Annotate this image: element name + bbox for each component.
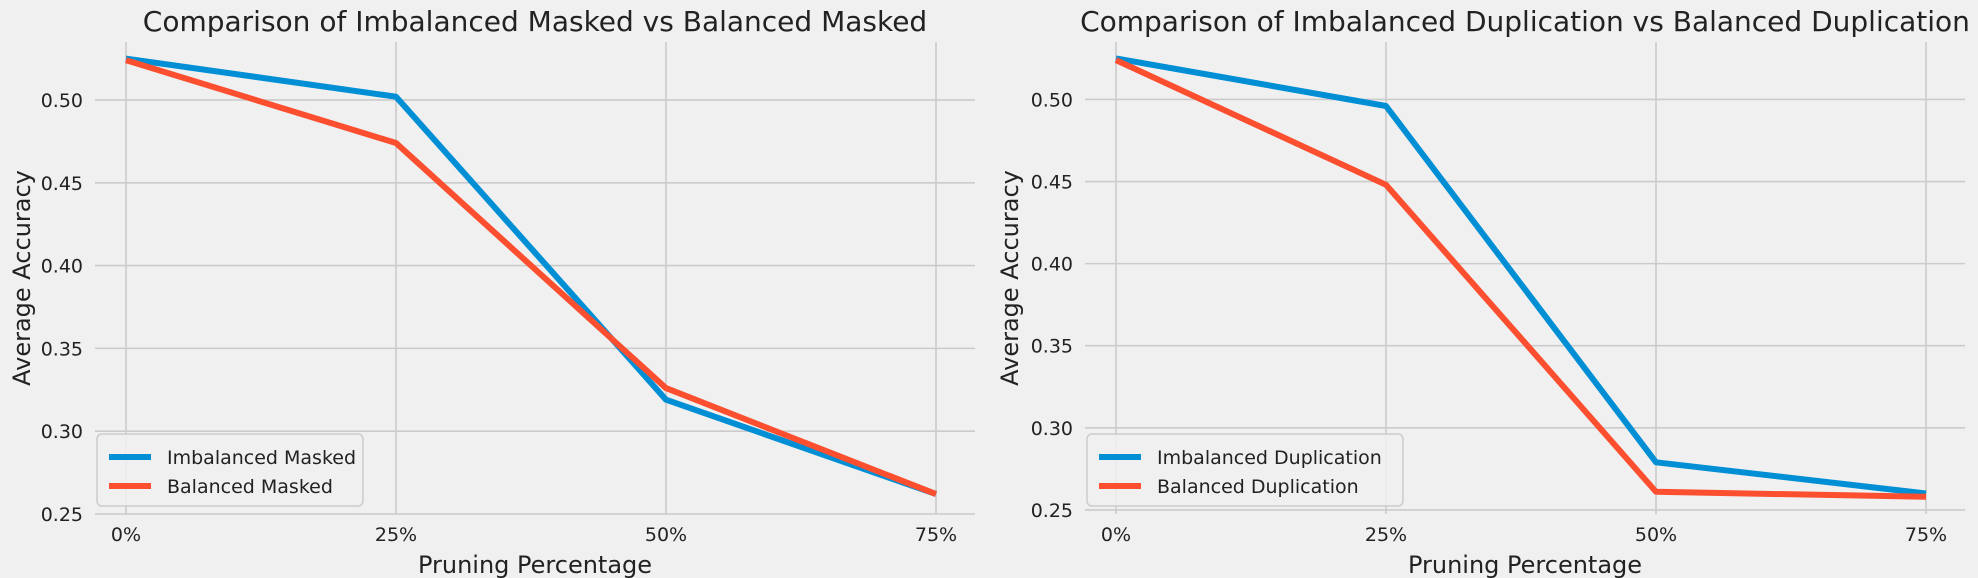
y-tick-label: 0.45: [41, 173, 83, 195]
y-tick-label: 0.40: [1031, 254, 1073, 276]
legend: Imbalanced Duplication Balanced Duplicati…: [1086, 433, 1404, 507]
legend-label-1: Balanced Masked: [167, 476, 333, 498]
x-tick-label: 50%: [645, 524, 687, 546]
chart-panel-masked: 0.25 0.30 0.35 0.40 0.45 0.50 0% 25% 50% 75% Compa…: [8, 5, 975, 578]
legend-box: [96, 433, 364, 507]
x-tick-label: 75%: [915, 524, 957, 546]
y-tick-label: 0.35: [41, 338, 83, 360]
x-tick-label: 50%: [1635, 524, 1677, 546]
series-line-1: [1114, 57, 1927, 500]
legend-label-1: Balanced Duplication: [1157, 476, 1359, 498]
x-axis-label: Pruning Percentage: [1408, 551, 1642, 578]
series-line-0: [1115, 55, 1927, 497]
x-tick-label: 25%: [1365, 524, 1407, 546]
x-tick-label: 0%: [1101, 524, 1131, 546]
chart-panel-duplication: 0.25 0.30 0.35 0.40 0.45 0.50 0% 25% 50% 75% Compa…: [996, 5, 1970, 578]
legend: Imbalanced Masked Balanced Masked: [96, 433, 364, 507]
y-tick-label: 0.45: [1031, 172, 1073, 194]
x-axis-label: Pruning Percentage: [418, 551, 652, 578]
series-line-1: [125, 57, 938, 497]
x-tick-label: 0%: [111, 524, 141, 546]
x-tick-label: 25%: [375, 524, 417, 546]
legend-box: [1086, 433, 1404, 507]
y-axis-label: Average Accuracy: [8, 170, 36, 386]
y-tick-label: 0.25: [41, 504, 83, 526]
y-tick-label: 0.50: [1031, 89, 1073, 111]
y-tick-label: 0.25: [1031, 500, 1073, 522]
chart-title: Comparison of Imbalanced Duplication vs …: [1080, 5, 1970, 38]
y-tick-label: 0.40: [41, 256, 83, 278]
legend-label-0: Imbalanced Masked: [167, 447, 356, 469]
y-tick-label: 0.30: [1031, 418, 1073, 440]
x-tick-label: 75%: [1905, 524, 1947, 546]
series-line-0: [125, 55, 937, 497]
y-tick-label: 0.30: [41, 421, 83, 443]
y-tick-label: 0.50: [41, 90, 83, 112]
chart-title: Comparison of Imbalanced Masked vs Balan…: [143, 5, 927, 38]
legend-label-0: Imbalanced Duplication: [1157, 447, 1382, 469]
y-tick-label: 0.35: [1031, 336, 1073, 358]
y-axis-label: Average Accuracy: [996, 170, 1024, 386]
